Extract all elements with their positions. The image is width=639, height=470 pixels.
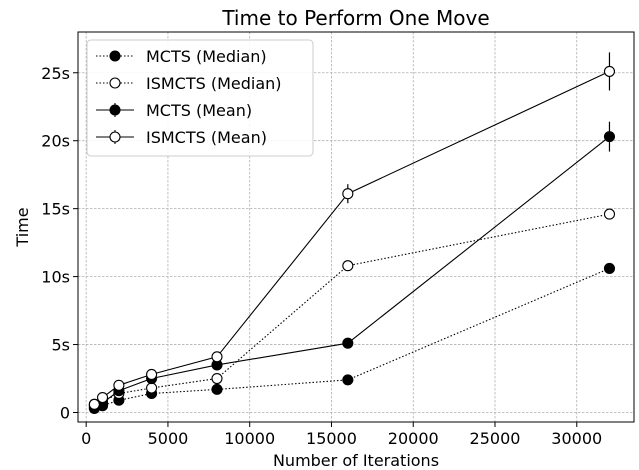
legend-item-mcts-mean: MCTS (Mean) (96, 101, 252, 120)
x-tick-label: 25000 (470, 429, 521, 448)
legend-item-ismcts-median: ISMCTS (Median) (96, 74, 282, 93)
data-point (342, 337, 354, 349)
x-axis-label: Number of Iterations (273, 451, 439, 470)
series-ismcts-median (88, 208, 616, 410)
y-tick-label: 0 (60, 403, 70, 422)
x-tick-label: 0 (81, 429, 91, 448)
plot-frame (77, 31, 635, 423)
data-point (146, 368, 158, 380)
x-tick-label: 30000 (551, 429, 602, 448)
data-point (211, 383, 223, 395)
series-ismcts-mean (88, 52, 616, 410)
axis-ticks: 0 5000 10000 15000 20000 25000 30000 0 5s 10s 15s 2… (41, 64, 602, 448)
x-tick-label: 20000 (388, 429, 439, 448)
data-point (88, 398, 100, 410)
legend-marker (109, 131, 121, 143)
chart-title: Time to Perform One Move (221, 6, 489, 30)
y-axis-label: Time (13, 207, 32, 247)
y-tick-label: 5s (51, 336, 70, 355)
data-point (96, 391, 109, 404)
data-point (211, 351, 223, 363)
legend-marker (109, 104, 121, 116)
series-line (94, 267, 610, 409)
y-tick-label: 20s (41, 132, 70, 151)
legend-box (86, 39, 314, 157)
x-tick-label: 10000 (224, 429, 275, 448)
grid (78, 32, 634, 422)
legend-label: ISMCTS (Median) (146, 74, 282, 93)
legend-item-mcts-median: MCTS (Median) (96, 47, 267, 66)
x-tick-label: 15000 (306, 429, 357, 448)
data-point (342, 374, 354, 386)
data-point (146, 382, 158, 394)
legend-item-ismcts-mean: ISMCTS (Mean) (96, 128, 267, 147)
legend-marker (109, 77, 121, 89)
data-point (113, 379, 125, 391)
data-point (342, 260, 354, 272)
x-tick-label: 5000 (148, 429, 189, 448)
y-tick-label: 25s (41, 64, 70, 83)
data-point (603, 262, 616, 274)
legend: MCTS (Median) ISMCTS (Median) MCTS (Mean) I… (86, 39, 314, 157)
series-line (94, 136, 610, 407)
legend-marker (109, 50, 121, 62)
data-point (342, 188, 354, 200)
data-point (603, 65, 616, 77)
legend-label: MCTS (Mean) (146, 101, 252, 120)
series-layer (88, 52, 616, 414)
data-point (603, 131, 616, 143)
data-point (603, 208, 616, 220)
data-point (211, 372, 223, 385)
y-tick-label: 10s (41, 268, 70, 287)
legend-label: ISMCTS (Mean) (146, 128, 267, 147)
legend-label: MCTS (Median) (146, 47, 267, 66)
y-tick-label: 15s (41, 200, 70, 219)
series-line (94, 213, 610, 405)
